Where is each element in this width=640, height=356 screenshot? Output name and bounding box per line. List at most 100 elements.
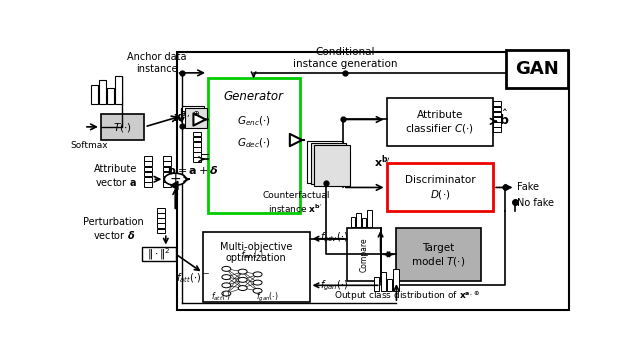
Bar <box>493 112 500 116</box>
Text: GAN: GAN <box>515 60 559 78</box>
FancyBboxPatch shape <box>347 228 381 281</box>
FancyBboxPatch shape <box>208 78 300 213</box>
Bar <box>145 182 152 187</box>
Text: Discriminator: Discriminator <box>404 176 475 185</box>
Circle shape <box>222 283 231 288</box>
Bar <box>394 269 399 291</box>
Bar <box>145 177 152 182</box>
Circle shape <box>253 288 262 293</box>
Bar <box>193 142 200 147</box>
Bar <box>99 80 106 104</box>
Circle shape <box>238 269 247 274</box>
Bar <box>193 132 200 136</box>
Text: $D(\cdot)$: $D(\cdot)$ <box>429 188 450 201</box>
Text: $f_{att}(\cdot)$: $f_{att}(\cdot)$ <box>211 291 232 303</box>
Text: $\mathbf{x}^{\mathbf{a},\oplus}$: $\mathbf{x}^{\mathbf{a},\oplus}$ <box>173 111 200 125</box>
Bar <box>493 101 500 106</box>
Text: Output class distribution of $\mathbf{x}^{\mathbf{a},\oplus}$: Output class distribution of $\mathbf{x}… <box>334 289 481 303</box>
Text: Anchor data
instance: Anchor data instance <box>127 52 187 74</box>
Text: Multi-objective: Multi-objective <box>220 242 292 252</box>
Text: Generator: Generator <box>224 90 284 103</box>
Text: Softmax: Softmax <box>70 141 108 150</box>
Circle shape <box>222 291 231 296</box>
Text: classifier $C(\cdot)$: classifier $C(\cdot)$ <box>405 122 474 135</box>
Text: Attribute: Attribute <box>417 110 463 120</box>
Text: $G_{dec}(\cdot)$: $G_{dec}(\cdot)$ <box>237 136 271 150</box>
Text: Target: Target <box>422 243 455 253</box>
FancyBboxPatch shape <box>396 228 481 281</box>
Bar <box>493 117 500 121</box>
Circle shape <box>253 272 262 277</box>
Bar <box>157 218 165 223</box>
Bar <box>387 279 392 291</box>
Text: Attribute
vector $\mathbf{a}$: Attribute vector $\mathbf{a}$ <box>94 164 138 188</box>
Circle shape <box>253 280 262 285</box>
Text: $f_{adv}(\cdot)$: $f_{adv}(\cdot)$ <box>320 231 348 244</box>
Text: +: + <box>170 172 181 186</box>
Text: $f_{gan}(\cdot)$: $f_{gan}(\cdot)$ <box>320 278 348 293</box>
Bar <box>145 161 152 166</box>
Text: Conditional
instance generation: Conditional instance generation <box>293 47 397 69</box>
Circle shape <box>238 286 247 290</box>
Bar <box>115 75 122 104</box>
Circle shape <box>222 274 231 279</box>
Bar <box>157 213 165 218</box>
FancyBboxPatch shape <box>387 98 493 146</box>
Bar <box>493 127 500 132</box>
Bar <box>145 156 152 161</box>
FancyBboxPatch shape <box>142 247 176 261</box>
Bar <box>193 152 200 157</box>
Bar <box>145 172 152 176</box>
FancyBboxPatch shape <box>307 141 343 183</box>
Text: $\|\cdot\|^2$: $\|\cdot\|^2$ <box>147 246 171 262</box>
Text: optimization: optimization <box>226 253 287 263</box>
Text: $\mathbf{b} = \mathbf{a} + \boldsymbol{\delta}$: $\mathbf{b} = \mathbf{a} + \boldsymbol{\… <box>167 164 219 176</box>
Text: Compare: Compare <box>359 237 368 272</box>
Bar <box>163 156 171 161</box>
Bar <box>163 172 171 176</box>
FancyBboxPatch shape <box>310 143 346 184</box>
Bar <box>163 161 171 166</box>
Bar <box>145 167 152 171</box>
Text: $f_{adv}(\cdot)$: $f_{adv}(\cdot)$ <box>241 249 264 261</box>
Text: Fake: Fake <box>518 182 540 192</box>
Bar <box>107 88 114 104</box>
Bar <box>362 218 366 227</box>
Bar <box>163 182 171 187</box>
Circle shape <box>222 266 231 271</box>
Bar <box>163 167 171 171</box>
FancyBboxPatch shape <box>101 114 145 140</box>
FancyBboxPatch shape <box>185 108 207 128</box>
Text: $f_{gan}(\cdot)$: $f_{gan}(\cdot)$ <box>256 290 279 304</box>
Text: $T(\cdot)$: $T(\cdot)$ <box>113 121 132 134</box>
Circle shape <box>164 173 186 185</box>
Bar <box>157 208 165 213</box>
FancyBboxPatch shape <box>203 232 310 302</box>
Bar <box>193 137 200 141</box>
FancyBboxPatch shape <box>506 49 568 88</box>
Bar <box>163 177 171 182</box>
FancyBboxPatch shape <box>314 145 350 186</box>
FancyBboxPatch shape <box>182 106 204 126</box>
Text: $\mathbf{x}^{\mathbf{b}\prime}$: $\mathbf{x}^{\mathbf{b}\prime}$ <box>374 154 390 170</box>
Bar <box>356 213 361 227</box>
FancyBboxPatch shape <box>387 163 493 211</box>
Text: $\hat{\mathbf{b}}$: $\hat{\mathbf{b}}$ <box>499 109 510 128</box>
Bar <box>367 210 372 227</box>
Bar <box>91 85 98 104</box>
Text: $f_{att}(\cdot)$: $f_{att}(\cdot)$ <box>175 272 201 285</box>
Text: No fake: No fake <box>518 198 554 208</box>
Text: Counterfactual
instance $\mathbf{x}^{\mathbf{b}'}$: Counterfactual instance $\mathbf{x}^{\ma… <box>262 191 330 215</box>
Text: $G_{enc}(\cdot)$: $G_{enc}(\cdot)$ <box>237 114 271 128</box>
Bar <box>493 122 500 127</box>
Bar <box>381 272 386 291</box>
Bar <box>157 229 165 233</box>
Bar <box>374 277 379 291</box>
Bar <box>193 157 200 162</box>
Bar <box>193 147 200 152</box>
Text: Perturbation
vector $\boldsymbol{\delta}$: Perturbation vector $\boldsymbol{\delta}… <box>83 217 144 241</box>
Bar <box>351 216 355 227</box>
Bar <box>493 106 500 111</box>
Circle shape <box>238 277 247 282</box>
Bar <box>157 224 165 228</box>
